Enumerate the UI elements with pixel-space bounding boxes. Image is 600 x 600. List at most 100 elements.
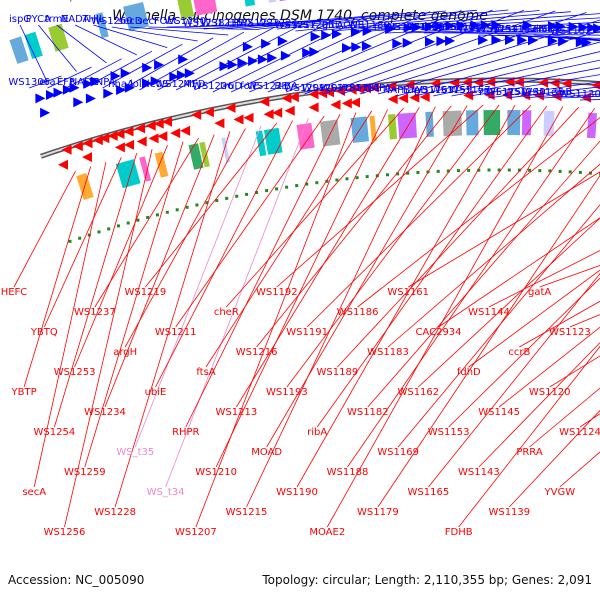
- label-leader: [84, 50, 153, 89]
- gene-label: folE: [240, 81, 259, 92]
- tick-dot: [558, 169, 562, 173]
- label-leader: [194, 18, 337, 91]
- label-leader: [226, 108, 404, 308]
- tick-dot: [195, 203, 199, 207]
- reverse-gene-arrow: [461, 77, 472, 88]
- tick-dot: [507, 168, 511, 172]
- reverse-gene-arrow: [308, 102, 319, 113]
- gene-label: WS1160: [421, 22, 463, 33]
- reverse-gene-arrow: [145, 120, 156, 131]
- gene-label: YBFI: [476, 87, 499, 98]
- label-leader: [428, 273, 600, 488]
- forward-gene-arrow: [587, 22, 598, 33]
- feature-block: [24, 31, 43, 59]
- label-leader: [38, 24, 77, 72]
- feature-block: [221, 137, 231, 163]
- forward-gene-arrow: [184, 68, 195, 79]
- forward-gene-arrow: [237, 57, 248, 68]
- gene-label: WS1211: [155, 327, 197, 338]
- forward-gene-arrow: [85, 93, 96, 104]
- label-leader: [215, 109, 388, 468]
- reverse-gene-arrow: [82, 138, 93, 149]
- label-leader: [65, 58, 122, 89]
- reverse-gene-arrow: [308, 89, 319, 100]
- reverse-gene-arrow: [233, 114, 244, 125]
- tick-dot: [528, 168, 532, 172]
- gene-label: THIL: [81, 14, 105, 25]
- label-leader: [306, 105, 532, 328]
- forward-gene-arrow: [142, 62, 153, 73]
- tick-dot: [538, 169, 542, 173]
- reverse-gene-arrow: [263, 109, 274, 120]
- label-leader: [368, 17, 600, 32]
- feature-block: [154, 151, 169, 178]
- label-leader: [29, 75, 62, 89]
- reverse-gene-arrow: [281, 93, 292, 104]
- label-leader: [357, 117, 600, 308]
- reverse-gene-arrow: [288, 92, 299, 103]
- reverse-gene-arrow: [148, 133, 159, 144]
- label-leader: [478, 342, 600, 468]
- gene-label: MFD: [183, 79, 205, 90]
- label-leader: [114, 131, 231, 508]
- tick-label: 1260 kbp: [37, 0, 75, 2]
- gene-label: WS1207: [175, 527, 217, 538]
- gene-label: WS1143: [458, 467, 500, 478]
- reverse-gene-arrow: [162, 116, 172, 127]
- gene-label: lolA: [130, 79, 149, 90]
- label-leader: [337, 106, 580, 368]
- label-leader: [56, 24, 107, 64]
- label-leader: [460, 32, 600, 36]
- gene-label: WS1165: [408, 487, 450, 498]
- reverse-gene-arrow: [123, 126, 134, 137]
- label-leader: [205, 110, 373, 368]
- forward-gene-arrow: [321, 30, 332, 41]
- gene-label: WS1223: [238, 18, 280, 29]
- label-leader: [316, 105, 548, 428]
- tick-dot: [255, 191, 259, 194]
- feature-block: [177, 0, 195, 19]
- forward-gene-arrow: [178, 54, 189, 65]
- forward-gene-arrow: [593, 23, 600, 34]
- gene-label: MOAE2: [309, 527, 345, 538]
- reverse-gene-arrow: [92, 135, 103, 146]
- label-leader: [185, 114, 341, 428]
- reverse-gene-arrow: [361, 83, 371, 94]
- feature-block: [268, 0, 277, 3]
- feature-block: [244, 0, 256, 7]
- label-leader: [524, 90, 600, 99]
- gene-label: WS1150: [486, 87, 528, 98]
- gene-label: FDHB: [445, 527, 473, 538]
- label-leader: [145, 122, 278, 288]
- reverse-gene-arrow: [354, 84, 365, 94]
- reverse-gene-arrow: [114, 142, 125, 153]
- gene-label: NAPA: [365, 83, 392, 94]
- feature-block: [466, 110, 479, 136]
- tick-dot: [325, 179, 329, 183]
- tick-dot: [487, 168, 491, 172]
- label-leader: [74, 145, 168, 368]
- forward-gene-arrow: [176, 70, 187, 81]
- forward-gene-arrow: [62, 84, 73, 95]
- gene-label: WS1209: [284, 83, 326, 94]
- gene-label: WS1139: [488, 507, 530, 518]
- label-leader: [130, 26, 229, 36]
- gene-label: ubiE: [145, 387, 167, 398]
- gene-label: FOLC: [154, 16, 180, 27]
- gene-label: nhaA: [108, 79, 134, 90]
- feature-block: [95, 12, 109, 39]
- tick-dot: [215, 199, 219, 202]
- forward-gene-arrow: [434, 21, 445, 32]
- tick-dot: [436, 169, 440, 173]
- tick-dot: [185, 205, 189, 209]
- label-leader: [451, 67, 600, 97]
- tick-dot: [245, 192, 249, 196]
- reverse-gene-arrow: [157, 131, 168, 142]
- gene-label: WS1238: [183, 18, 225, 29]
- gene-label: WS1157: [449, 85, 491, 96]
- forward-gene-arrow: [310, 31, 321, 42]
- label-leader: [405, 25, 600, 34]
- forward-gene-arrow: [53, 87, 64, 98]
- forward-gene-arrow: [491, 35, 502, 45]
